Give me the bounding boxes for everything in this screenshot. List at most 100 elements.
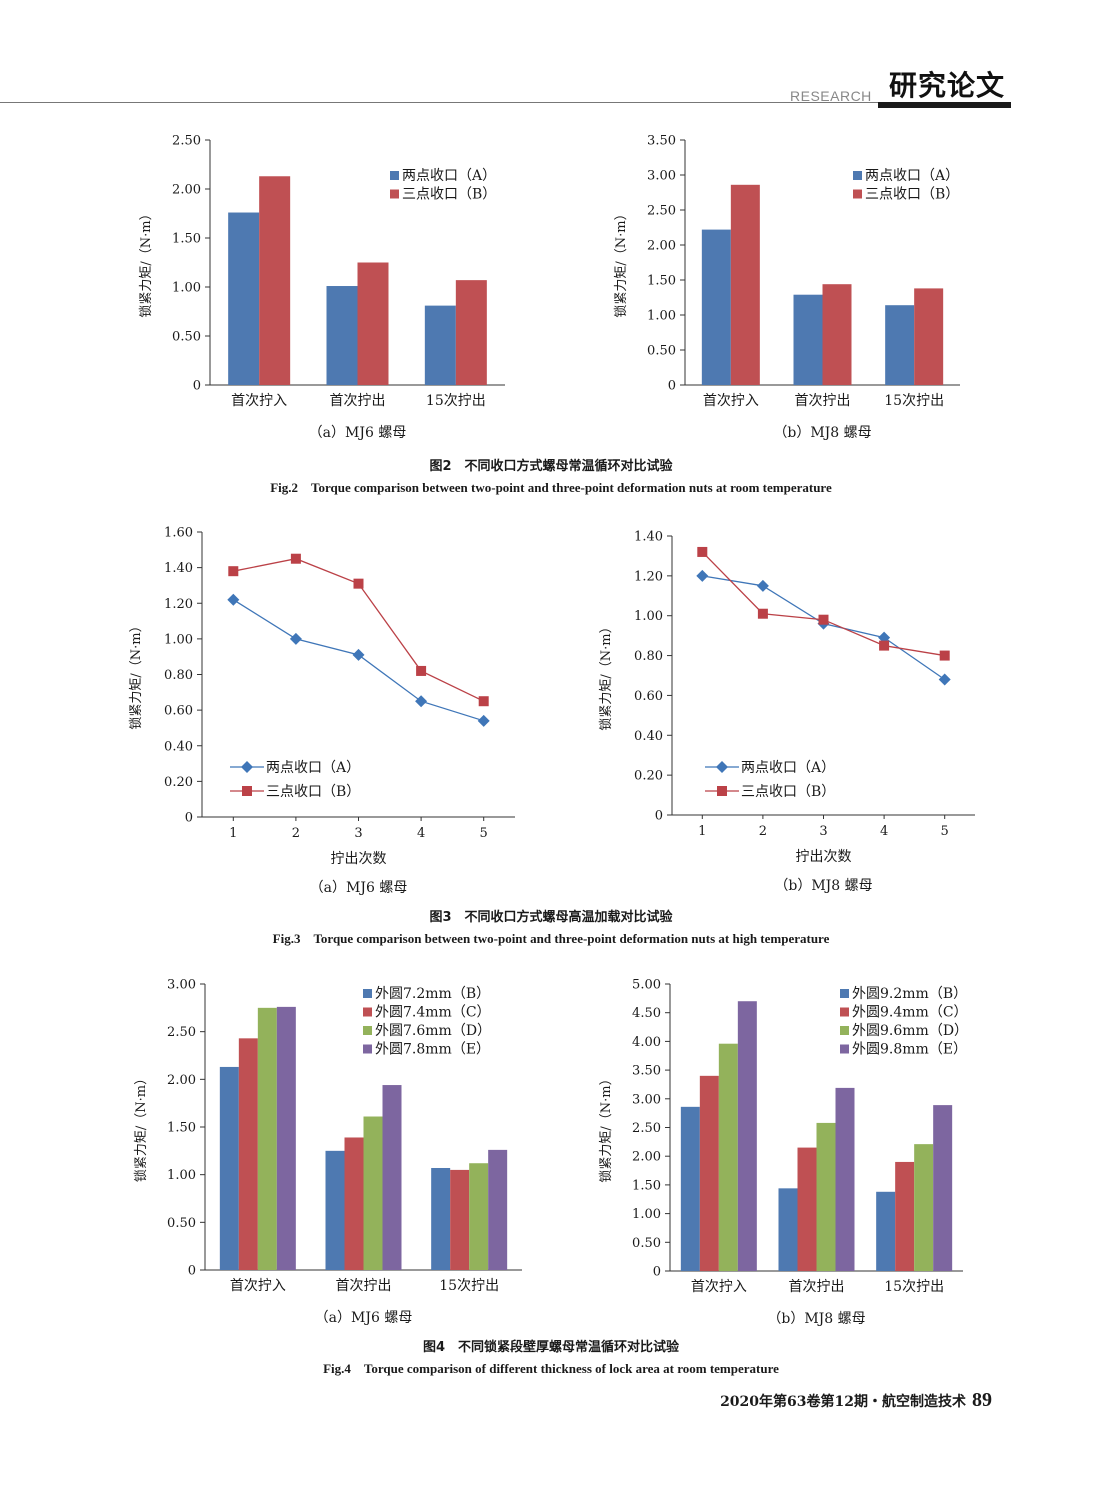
legend-marker [241, 761, 253, 773]
y-axis-label: 锁紧力矩/（N·m） [128, 619, 144, 729]
bar [737, 1001, 757, 1271]
data-point [696, 569, 709, 582]
legend-marker [717, 786, 727, 796]
x-tick-label: 2 [759, 824, 767, 839]
bar [259, 176, 291, 385]
y-tick-label: 1.00 [172, 281, 201, 296]
x-tick-label: 4 [880, 824, 888, 839]
category-label: 首次拧入 [231, 393, 287, 409]
legend-swatch [840, 1026, 849, 1035]
data-point [757, 608, 768, 619]
y-tick-label: 1.00 [167, 1168, 196, 1183]
chart-fig4a: 0 0.50 1.00 1.50 2.00 2.50 3.00 锁紧力矩/（N·m） 首次拧入 首… [133, 978, 522, 1326]
y-tick-label: 0 [193, 379, 201, 394]
bar [382, 1085, 402, 1270]
y-tick-label: 0 [185, 811, 193, 826]
y-tick-label: 1.20 [634, 569, 663, 584]
journal-info: 2020年第63卷第12期・航空制造技术 [720, 1394, 966, 1410]
category-label: 15次拧出 [884, 393, 944, 409]
bar [326, 286, 358, 385]
chart-subtitle: （a）MJ6 螺母 [309, 425, 407, 441]
y-tick-label: 3.00 [632, 1092, 661, 1107]
bar [797, 1147, 817, 1271]
bar [276, 1006, 296, 1270]
legend-label: 三点收口（B） [865, 187, 959, 203]
bar [344, 1137, 364, 1270]
y-tick-label: 1.00 [164, 632, 193, 647]
x-axis-label: 拧出次数 [331, 851, 387, 867]
y-tick-label: 0.20 [164, 775, 193, 790]
y-tick-label: 3.00 [647, 169, 676, 184]
legend-label: 两点收口（A） [741, 760, 835, 776]
y-tick-label: 2.00 [647, 239, 676, 254]
y-tick-label: 0.50 [632, 1236, 661, 1251]
y-tick-label: 1.50 [632, 1178, 661, 1193]
bar [219, 1066, 239, 1270]
chart-fig3a: 0 0.20 0.40 0.60 0.80 1.00 1.20 1.40 1.60 锁紧力矩/（N… [128, 526, 515, 896]
data-point [415, 695, 428, 708]
legend-label: 两点收口（A） [266, 760, 360, 776]
y-tick-label: 2.50 [647, 204, 676, 219]
y-tick-label: 1.50 [172, 232, 201, 247]
bar [363, 1116, 383, 1270]
legend-label: 外圆9.2mm（B） [852, 986, 967, 1002]
y-tick-label: 1.50 [167, 1121, 196, 1136]
y-tick-label: 0.80 [634, 649, 663, 664]
data-point [416, 665, 427, 676]
chart-subtitle: （b）MJ8 螺母 [774, 878, 872, 894]
y-tick-label: 1.40 [634, 530, 663, 545]
bar [469, 1163, 489, 1270]
figure-4-caption-en: Fig.4 Torque comparison of different thi… [323, 1361, 779, 1376]
bar [816, 1122, 836, 1271]
legend-label: 两点收口（A） [402, 168, 496, 184]
bar [718, 1043, 738, 1271]
page-number: 89 [972, 1389, 992, 1411]
legend-label: 三点收口（B） [741, 784, 835, 800]
data-point [818, 614, 829, 625]
y-tick-label: 4.00 [632, 1035, 661, 1050]
bar [933, 1105, 953, 1271]
x-axis-label: 拧出次数 [796, 849, 852, 865]
category-label: 15次拧出 [884, 1279, 944, 1295]
chart-fig3b: 0 0.20 0.40 0.60 0.80 1.00 1.20 1.40 锁紧力矩/（N·m） 1… [598, 530, 975, 894]
y-tick-label: 0 [188, 1264, 196, 1279]
chart-subtitle: （a）MJ6 螺母 [315, 1310, 413, 1326]
x-tick-label: 2 [292, 826, 300, 841]
bar [228, 212, 260, 385]
header-rule [0, 102, 878, 103]
y-tick-label: 0.40 [634, 729, 663, 744]
bar [431, 1167, 451, 1270]
bar [914, 1144, 934, 1271]
y-tick-label: 2.50 [632, 1121, 661, 1136]
legend-swatch [853, 189, 862, 199]
y-tick-label: 0.20 [634, 769, 663, 784]
legend-swatch [853, 171, 862, 180]
legend-marker [242, 786, 252, 796]
y-tick-label: 0.60 [164, 704, 193, 719]
y-tick-label: 2.50 [172, 134, 201, 149]
category-label: 首次拧出 [789, 1279, 845, 1295]
bar [730, 184, 760, 385]
y-tick-label: 5.00 [632, 978, 661, 993]
legend-swatch [840, 989, 849, 998]
chart-fig2a: 0 0.50 1.00 1.50 2.00 2.50 锁紧力矩/（N·m） 首次拧入 首次拧出 1… [138, 134, 505, 441]
series-line [701, 551, 945, 657]
x-tick-label: 3 [819, 824, 827, 839]
header-section-title: 研究论文 [889, 69, 1006, 102]
legend-label: 三点收口（B） [266, 784, 360, 800]
bar [488, 1149, 508, 1270]
legend-swatch [840, 1007, 849, 1017]
data-point [697, 546, 708, 557]
y-tick-label: 1.00 [632, 1207, 661, 1222]
x-tick-label: 1 [229, 826, 237, 841]
x-tick-label: 5 [941, 824, 949, 839]
legend-label: 外圆7.8mm（E） [375, 1042, 490, 1058]
y-tick-label: 1.50 [647, 274, 676, 289]
bar [793, 294, 823, 385]
legend-label: 外圆7.2mm（B） [375, 986, 490, 1002]
chart-subtitle: （b）MJ8 螺母 [767, 1311, 865, 1327]
bar [701, 229, 731, 385]
chart-subtitle: （a）MJ6 螺母 [310, 880, 408, 896]
data-point [478, 696, 489, 707]
chart-subtitle: （b）MJ8 螺母 [773, 425, 871, 441]
